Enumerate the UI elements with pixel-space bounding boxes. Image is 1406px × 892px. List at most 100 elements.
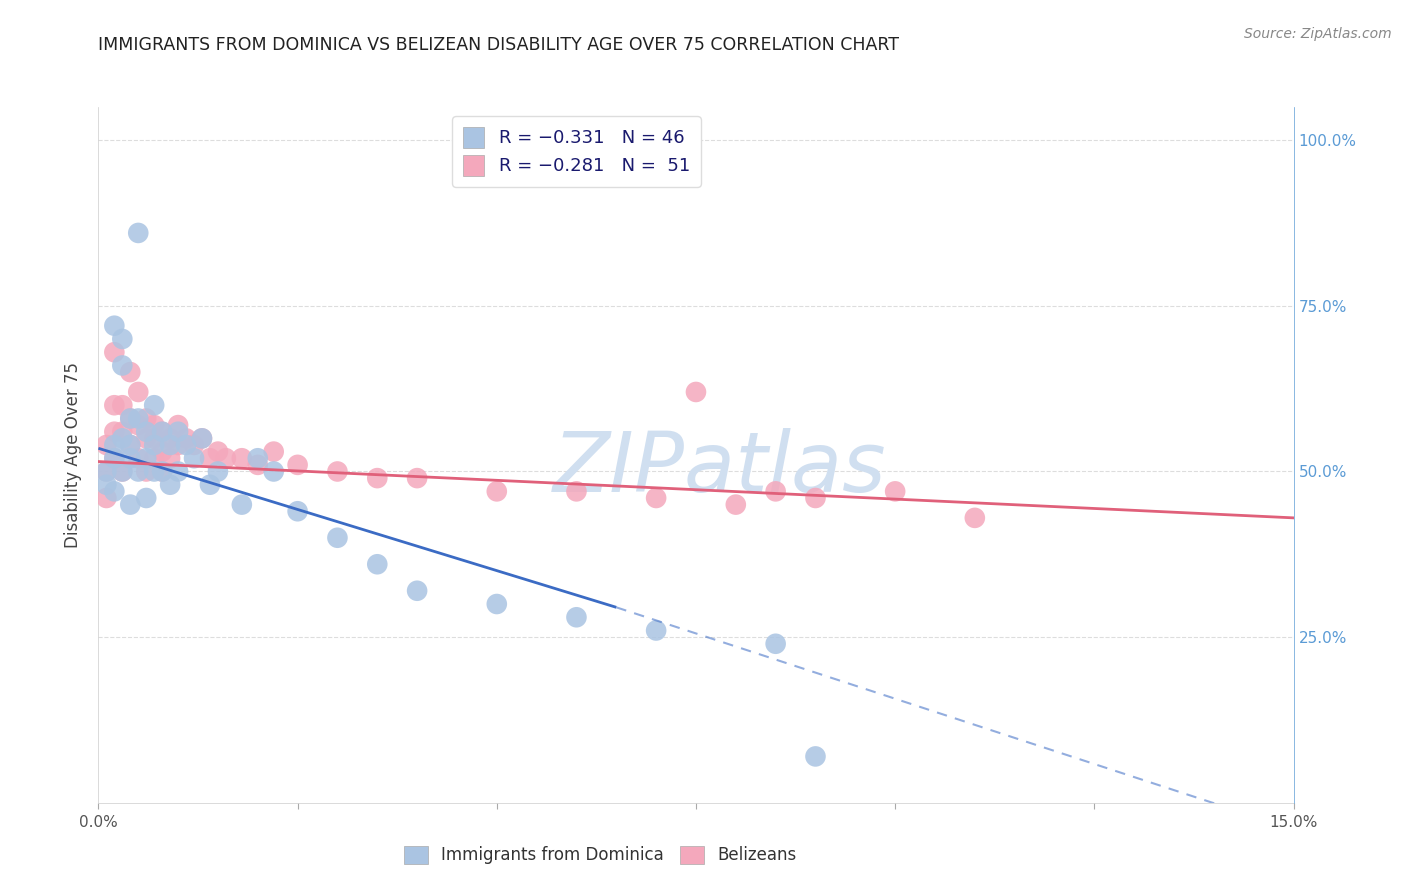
Point — [804, 491, 827, 505]
Point — [143, 398, 166, 412]
Point — [96, 477, 118, 491]
Point — [287, 458, 309, 472]
Point — [120, 365, 142, 379]
Point — [103, 398, 125, 412]
Point — [143, 465, 166, 479]
Point — [198, 477, 221, 491]
Point — [963, 511, 986, 525]
Point — [884, 484, 907, 499]
Point — [366, 471, 388, 485]
Point — [685, 384, 707, 399]
Point — [103, 318, 125, 333]
Point — [103, 484, 125, 499]
Point — [804, 749, 827, 764]
Point — [120, 498, 142, 512]
Point — [143, 431, 166, 445]
Point — [127, 418, 149, 433]
Point — [326, 465, 349, 479]
Point — [207, 444, 229, 458]
Point — [150, 425, 173, 439]
Point — [565, 610, 588, 624]
Point — [103, 438, 125, 452]
Point — [111, 465, 134, 479]
Text: ZIPatlas: ZIPatlas — [553, 428, 887, 509]
Point — [231, 451, 253, 466]
Point — [765, 637, 787, 651]
Point — [167, 438, 190, 452]
Point — [120, 411, 142, 425]
Point — [150, 465, 173, 479]
Text: Source: ZipAtlas.com: Source: ZipAtlas.com — [1244, 27, 1392, 41]
Point — [96, 438, 118, 452]
Point — [765, 484, 787, 499]
Point — [135, 491, 157, 505]
Point — [150, 465, 173, 479]
Point — [111, 465, 134, 479]
Point — [120, 438, 142, 452]
Point — [120, 411, 142, 425]
Point — [111, 425, 134, 439]
Point — [135, 411, 157, 425]
Point — [246, 458, 269, 472]
Point — [174, 438, 197, 452]
Point — [127, 411, 149, 425]
Point — [167, 425, 190, 439]
Legend: Immigrants from Dominica, Belizeans: Immigrants from Dominica, Belizeans — [398, 839, 803, 871]
Point — [191, 431, 214, 445]
Point — [167, 465, 190, 479]
Point — [326, 531, 349, 545]
Point — [174, 431, 197, 445]
Point — [135, 451, 157, 466]
Point — [183, 438, 205, 452]
Point — [127, 226, 149, 240]
Point — [231, 498, 253, 512]
Point — [366, 558, 388, 572]
Point — [143, 418, 166, 433]
Point — [96, 491, 118, 505]
Point — [263, 465, 285, 479]
Point — [135, 465, 157, 479]
Point — [645, 624, 668, 638]
Point — [143, 451, 166, 466]
Point — [150, 444, 173, 458]
Point — [485, 484, 508, 499]
Point — [198, 451, 221, 466]
Point — [120, 438, 142, 452]
Point — [645, 491, 668, 505]
Point — [159, 438, 181, 452]
Point — [103, 451, 125, 466]
Point — [127, 465, 149, 479]
Point — [111, 431, 134, 445]
Point — [127, 451, 149, 466]
Point — [103, 451, 125, 466]
Point — [724, 498, 747, 512]
Point — [485, 597, 508, 611]
Point — [167, 418, 190, 433]
Point — [143, 438, 166, 452]
Point — [406, 471, 429, 485]
Point — [246, 451, 269, 466]
Point — [159, 431, 181, 445]
Point — [183, 451, 205, 466]
Text: IMMIGRANTS FROM DOMINICA VS BELIZEAN DISABILITY AGE OVER 75 CORRELATION CHART: IMMIGRANTS FROM DOMINICA VS BELIZEAN DIS… — [98, 36, 900, 54]
Point — [207, 465, 229, 479]
Point — [120, 451, 142, 466]
Point — [565, 484, 588, 499]
Point — [287, 504, 309, 518]
Point — [263, 444, 285, 458]
Point — [135, 425, 157, 439]
Y-axis label: Disability Age Over 75: Disability Age Over 75 — [65, 362, 83, 548]
Point — [96, 465, 118, 479]
Point — [406, 583, 429, 598]
Point — [135, 431, 157, 445]
Point — [96, 465, 118, 479]
Point — [103, 345, 125, 359]
Point — [111, 398, 134, 412]
Point — [215, 451, 238, 466]
Point — [111, 359, 134, 373]
Point — [191, 431, 214, 445]
Point — [111, 332, 134, 346]
Point — [103, 425, 125, 439]
Point — [159, 477, 181, 491]
Point — [159, 451, 181, 466]
